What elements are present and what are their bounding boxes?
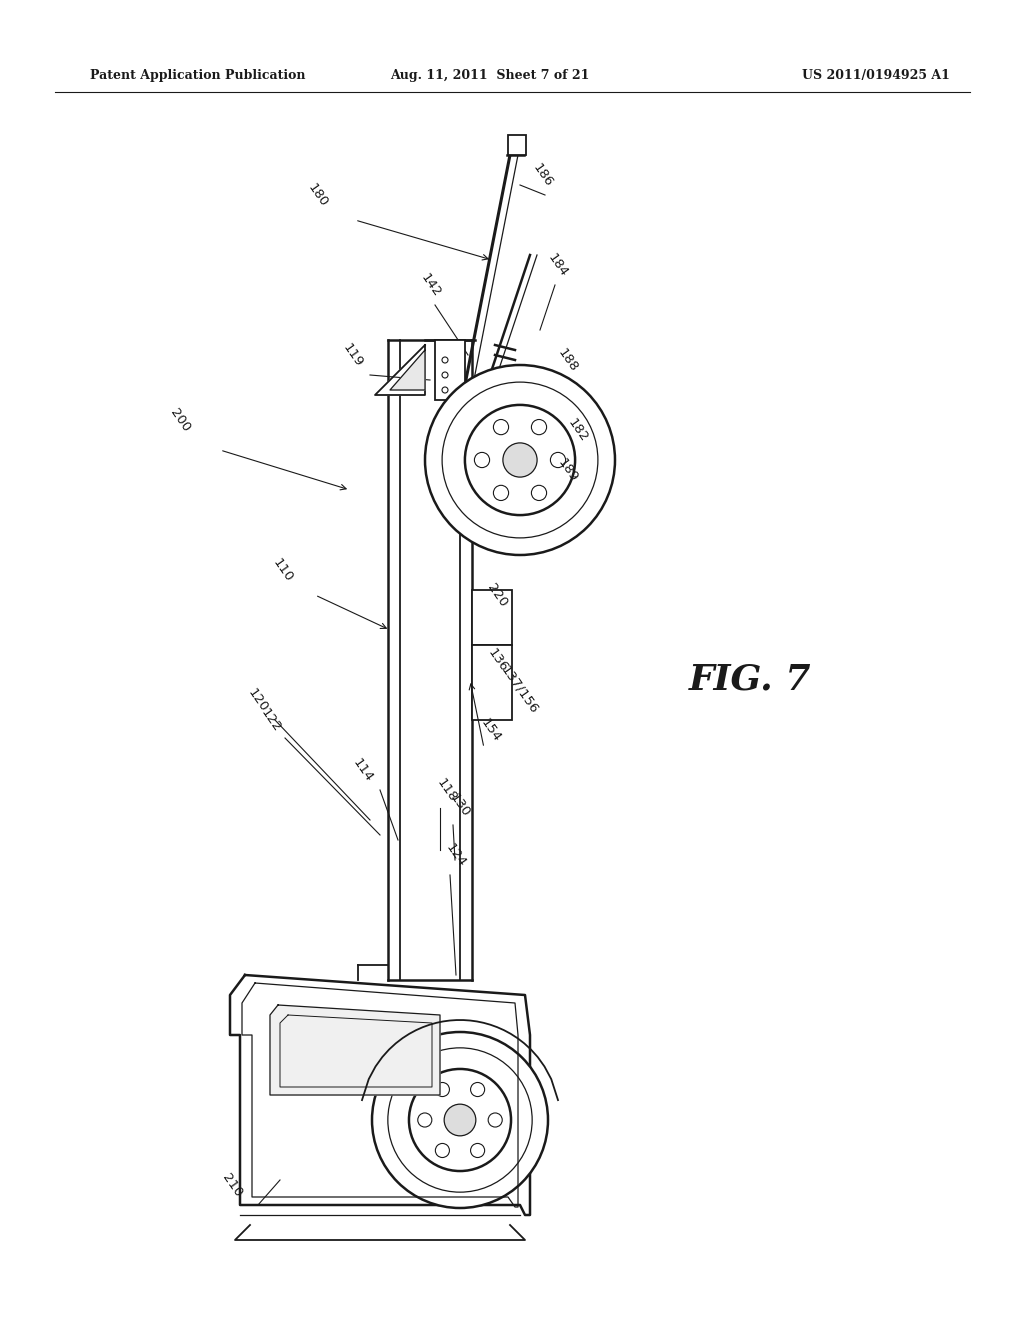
- Text: 142: 142: [418, 271, 443, 300]
- Circle shape: [444, 1104, 476, 1135]
- Circle shape: [425, 366, 615, 554]
- Text: 180: 180: [305, 181, 330, 209]
- Polygon shape: [230, 975, 530, 1214]
- Text: 182: 182: [565, 416, 590, 444]
- Polygon shape: [375, 345, 425, 395]
- Text: 200: 200: [168, 407, 194, 434]
- Text: 210: 210: [220, 1171, 245, 1199]
- Text: 118: 118: [434, 776, 459, 804]
- Text: 184: 184: [545, 251, 570, 279]
- Text: 124: 124: [443, 841, 468, 869]
- Text: 189: 189: [555, 455, 581, 484]
- Circle shape: [503, 444, 538, 477]
- Text: 110: 110: [270, 556, 295, 585]
- Bar: [472, 645, 512, 719]
- Text: 122: 122: [258, 706, 284, 734]
- Polygon shape: [390, 350, 425, 389]
- Bar: [508, 135, 526, 154]
- Text: 186: 186: [530, 161, 555, 189]
- Text: 154: 154: [478, 715, 503, 744]
- Text: 130: 130: [447, 791, 472, 820]
- Text: Patent Application Publication: Patent Application Publication: [90, 69, 305, 82]
- Text: 188: 188: [555, 346, 581, 374]
- Text: 220: 220: [485, 581, 510, 609]
- Polygon shape: [270, 1005, 440, 1096]
- Text: 114: 114: [350, 756, 375, 784]
- Text: FIG. 7: FIG. 7: [689, 663, 811, 697]
- Text: 119: 119: [340, 341, 366, 370]
- Text: Aug. 11, 2011  Sheet 7 of 21: Aug. 11, 2011 Sheet 7 of 21: [390, 69, 590, 82]
- Circle shape: [372, 1032, 548, 1208]
- Bar: [435, 341, 465, 400]
- Text: US 2011/0194925 A1: US 2011/0194925 A1: [802, 69, 950, 82]
- Text: 137/156: 137/156: [498, 664, 541, 717]
- Bar: [472, 590, 512, 645]
- Text: 136: 136: [485, 645, 510, 675]
- Text: 120: 120: [245, 686, 270, 714]
